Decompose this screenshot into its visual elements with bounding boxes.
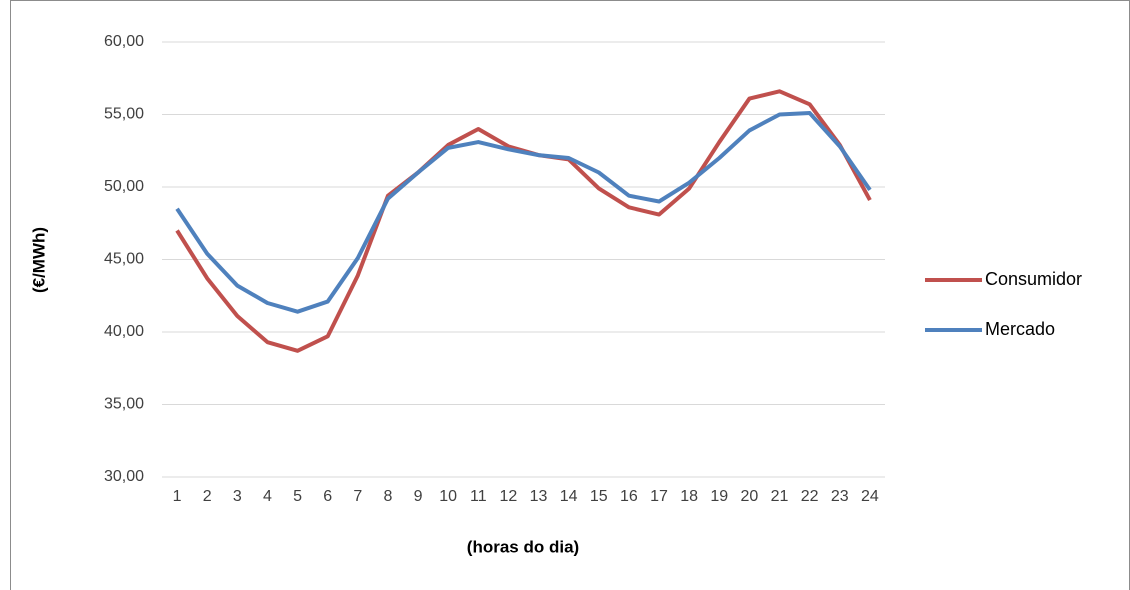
x-tick-label: 9 [414,488,423,505]
legend-label: Consumidor [985,269,1082,289]
y-axis-title: (€/MWh) [29,227,48,293]
legend-label: Mercado [985,319,1055,339]
x-tick-label: 11 [470,488,487,505]
y-tick-label: 30,00 [104,468,144,485]
y-tick-label: 40,00 [104,323,144,340]
x-tick-label: 13 [530,488,548,505]
x-tick-label: 4 [263,488,272,505]
y-tick-label: 60,00 [104,33,144,50]
x-tick-label: 2 [203,488,212,505]
x-tick-label: 23 [831,488,849,505]
x-tick-label: 22 [801,488,819,505]
x-tick-label: 24 [861,488,879,505]
x-tick-label: 3 [233,488,242,505]
x-tick-label: 6 [323,488,332,505]
x-tick-label: 17 [650,488,668,505]
line-series [175,111,872,314]
x-tick-label: 1 [173,488,182,505]
x-tick-label: 19 [710,488,728,505]
x-tick-label: 20 [741,488,759,505]
x-tick-label: 21 [771,488,789,505]
x-tick-label: 12 [500,488,518,505]
x-axis-title: (horas do dia) [467,537,579,556]
y-tick-label: 55,00 [104,106,144,123]
x-tick-label: 10 [439,488,457,505]
x-tick-label: 8 [383,488,392,505]
x-tick-label: 7 [353,488,362,505]
x-tick-label: 16 [620,488,638,505]
x-tick-label: 18 [680,488,698,505]
x-tick-label: 5 [293,488,302,505]
line-series [175,89,872,353]
y-tick-label: 35,00 [104,396,144,413]
y-tick-label: 45,00 [104,251,144,268]
x-tick-label: 14 [560,488,578,505]
x-tick-label: 15 [590,488,608,505]
y-tick-label: 50,00 [104,178,144,195]
